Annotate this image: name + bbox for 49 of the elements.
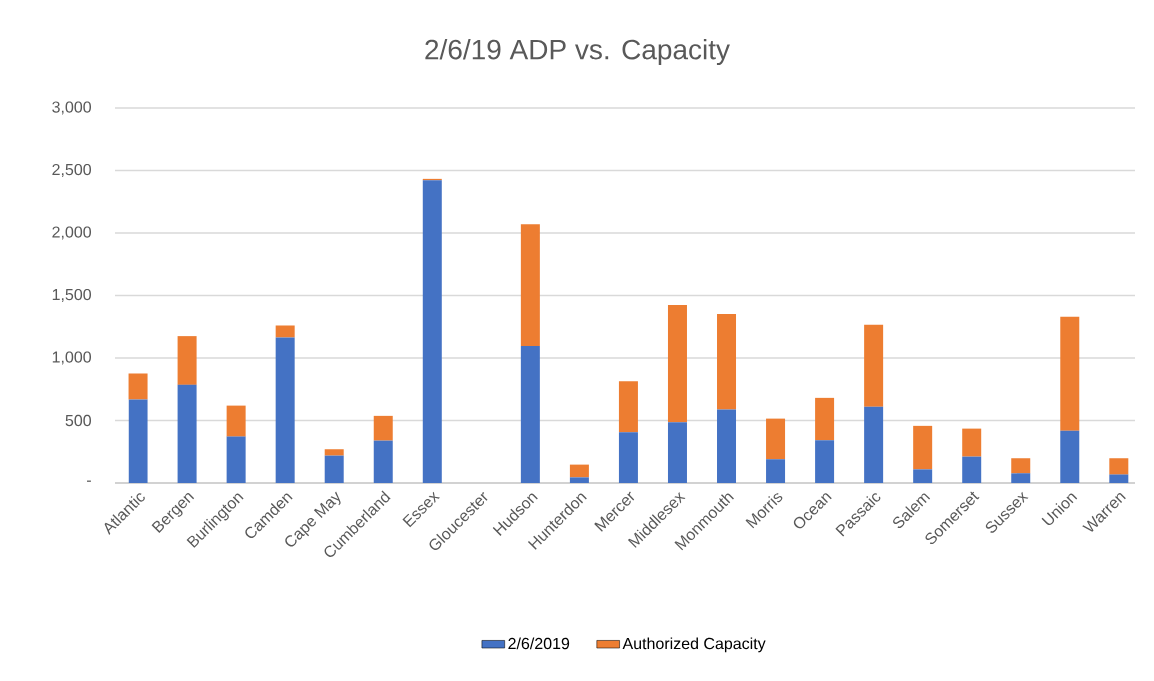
bar [766,418,786,460]
bar [913,425,933,470]
bar [373,440,393,483]
bar [1011,458,1031,474]
bar [667,422,687,483]
bar [373,415,393,441]
bar [667,305,687,423]
bar [815,397,835,441]
legend-label: 2/6/2019 [508,637,570,650]
bar [275,325,295,338]
bar [815,440,835,483]
bar [520,346,540,483]
y-tick-label: 2,000 [52,226,92,240]
bar [128,399,148,483]
bar [618,381,638,433]
bar [226,436,246,483]
y-tick-label: 1,500 [52,288,92,303]
bar [618,432,638,483]
bar [962,428,982,457]
bar [1060,430,1080,483]
bar [422,180,442,483]
bar [569,477,589,483]
bar [324,455,344,483]
bar [913,469,933,483]
y-tick-label: 500 [65,414,92,427]
bar [962,456,982,483]
y-tick-label: 1,000 [52,351,92,365]
bar [1109,458,1129,475]
bar [569,464,589,478]
y-tick-label: 2,500 [52,163,92,178]
bar [1011,473,1031,483]
bar [128,373,148,400]
bar [864,324,884,407]
chart-title: 2/6/19 ADP vs. Capacity [425,38,730,66]
bar [520,224,540,347]
bar [226,405,246,437]
bar [177,384,197,483]
y-tick-label: 3,000 [52,101,92,115]
bar [717,409,737,483]
bar [766,459,786,483]
bar [1109,474,1129,483]
bar [275,337,295,483]
bar [177,336,197,385]
bar [717,314,737,410]
y-tick-label: - [87,480,91,482]
bar [864,406,884,483]
bar [1060,316,1080,431]
bar [324,449,344,456]
legend-label: Authorized Capacity [622,637,766,653]
